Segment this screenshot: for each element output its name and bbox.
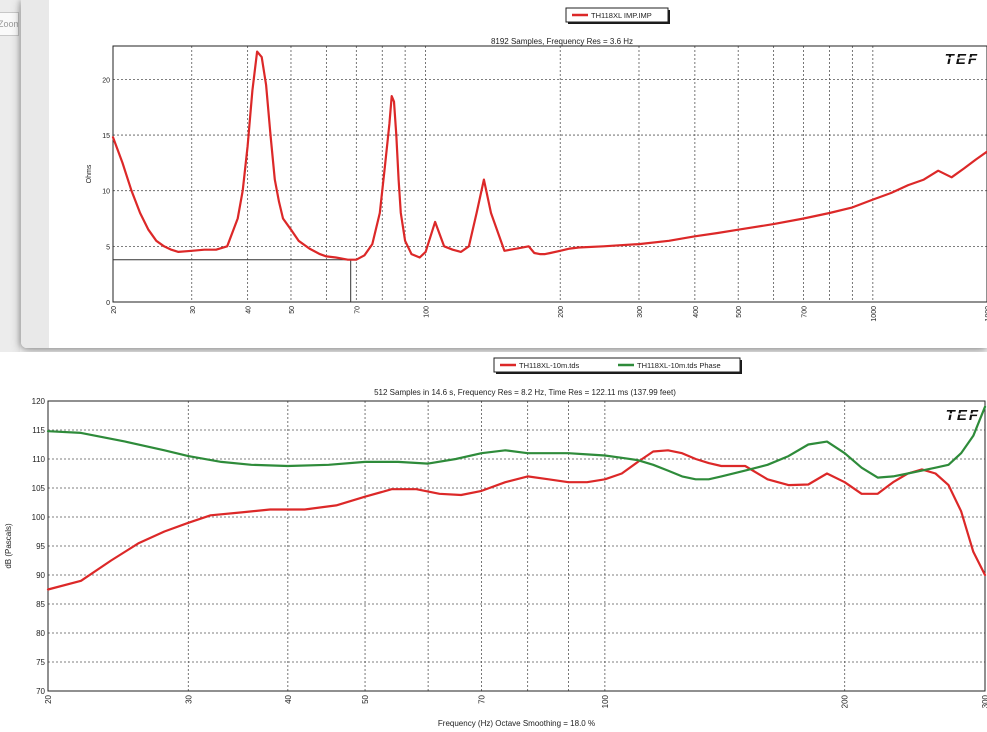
tef-logo: TEF xyxy=(945,51,979,68)
x-tick-label: 70 xyxy=(477,694,486,703)
x-tick-label: 500 xyxy=(736,306,743,318)
response-chart: 20 30 40 50 70 100 200 300 70 75 80 85 90 95 100 105 110… xyxy=(4,357,987,728)
y-tick-label: 115 xyxy=(32,426,45,435)
chart-title: 512 Samples in 14.6 s, Frequency Res = 8… xyxy=(374,388,676,397)
x-tick-label: 30 xyxy=(184,694,193,703)
plot-frame xyxy=(47,400,986,692)
zoom-tab[interactable]: Zoom xyxy=(0,12,19,36)
y-tick-label: 10 xyxy=(102,189,110,196)
x-tick-label: 300 xyxy=(637,306,644,318)
y-tick-label: 85 xyxy=(36,600,45,609)
y-tick-label: 120 xyxy=(32,397,46,406)
x-tick-label: 300 xyxy=(981,694,987,708)
response-panel: 20 30 40 50 70 100 200 300 70 75 80 85 90 95 100 105 110… xyxy=(0,352,987,732)
x-tick-label: 40 xyxy=(284,694,293,703)
legend-box xyxy=(493,357,741,373)
y-tick-label: 5 xyxy=(106,244,110,251)
legend-label-1: TH118XL IMP.IMP xyxy=(591,11,652,20)
x-tick-label: 100 xyxy=(601,694,610,708)
y-tick-label: 70 xyxy=(36,687,45,696)
tef-logo: TEF xyxy=(946,407,980,424)
chart-title: 8192 Samples, Frequency Res = 3.6 Hz xyxy=(491,37,633,46)
y-axis-label: dB (Pascals) xyxy=(4,523,13,569)
legend-label-1: TH118XL-10m.tds xyxy=(519,361,580,370)
x-tick-label: 200 xyxy=(558,306,565,318)
x-tick-label: 1800 xyxy=(985,306,987,322)
y-tick-label: 75 xyxy=(36,658,45,667)
y-tick-label: 15 xyxy=(102,133,110,140)
series-line-2 xyxy=(46,405,987,481)
impedance-chart: 20 30 40 50 70 100 200 300 400 500 700 1000 1800 0 5 10… xyxy=(86,7,987,322)
x-tick-label: 30 xyxy=(190,306,197,314)
y-tick-label: 100 xyxy=(32,513,46,522)
x-tick-label: 50 xyxy=(289,306,296,314)
series-line-1 xyxy=(46,449,987,591)
x-tick-label: 40 xyxy=(246,306,253,314)
y-tick-label: 105 xyxy=(32,484,46,493)
y-axis-label: Ohms xyxy=(86,164,93,183)
y-tick-label: 0 xyxy=(106,300,110,307)
x-tick-label: 50 xyxy=(361,694,370,703)
y-tick-label: 20 xyxy=(102,77,110,84)
x-axis-label: Frequency (Hz) Octave Smoothing = 18.0 % xyxy=(438,719,595,728)
legend-label-2: TH118XL-10m.tds Phase xyxy=(637,361,721,370)
y-tick-label: 80 xyxy=(36,629,45,638)
y-tick-label: 95 xyxy=(36,542,45,551)
window-side-panel xyxy=(21,0,49,348)
y-tick-label: 90 xyxy=(36,571,45,580)
x-tick-label: 200 xyxy=(841,694,850,708)
series-line-1 xyxy=(111,50,987,261)
x-tick-label: 100 xyxy=(424,306,431,318)
x-tick-label: 70 xyxy=(354,306,361,314)
x-tick-label: 20 xyxy=(111,306,118,314)
x-tick-label: 400 xyxy=(693,306,700,318)
x-tick-label: 700 xyxy=(802,306,809,318)
x-tick-label: 1000 xyxy=(871,306,878,322)
plot-frame xyxy=(112,45,987,303)
y-tick-label: 110 xyxy=(32,455,45,464)
x-tick-label: 20 xyxy=(44,694,53,703)
legend-box xyxy=(565,7,669,23)
impedance-window: 20 30 40 50 70 100 200 300 400 500 700 1000 1800 0 5 10… xyxy=(21,0,987,348)
